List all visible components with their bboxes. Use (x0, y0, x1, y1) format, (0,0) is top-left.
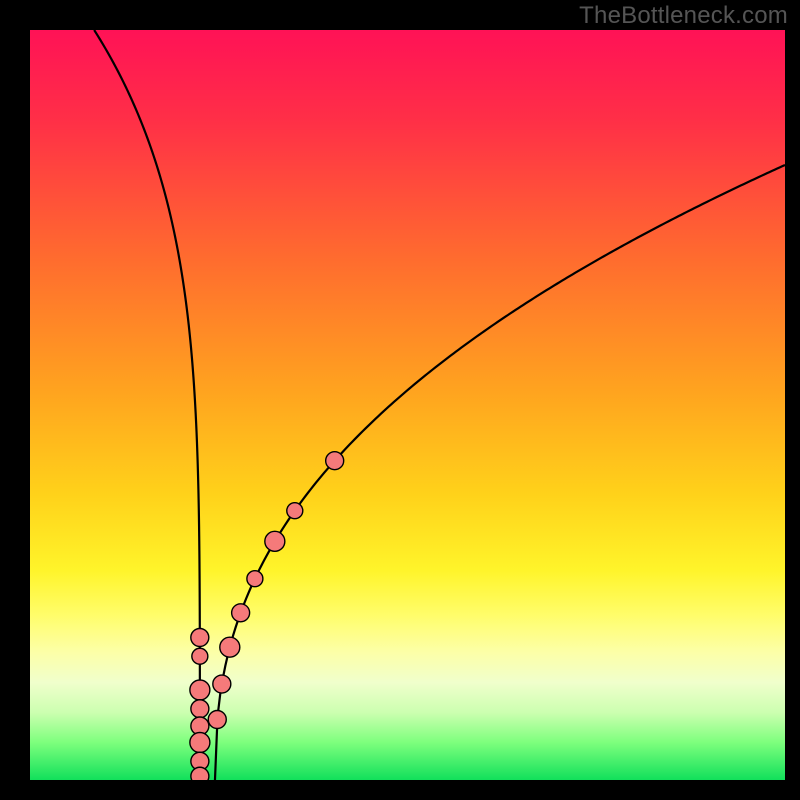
left-curve (94, 30, 200, 780)
data-marker (232, 604, 250, 622)
data-marker (213, 675, 231, 693)
data-marker (326, 452, 344, 470)
data-marker (192, 648, 208, 664)
data-marker (208, 711, 226, 729)
data-marker (190, 733, 210, 753)
plot-area (30, 30, 785, 780)
data-marker (247, 571, 263, 587)
data-marker (191, 767, 209, 780)
data-marker (265, 531, 285, 551)
data-marker (191, 629, 209, 647)
curve-layer (30, 30, 785, 780)
data-marker (191, 700, 209, 718)
watermark-text: TheBottleneck.com (579, 2, 788, 30)
chart-frame: TheBottleneck.com (0, 0, 800, 800)
right-curve (215, 165, 785, 780)
data-marker (220, 637, 240, 657)
data-marker (190, 680, 210, 700)
data-marker (287, 503, 303, 519)
